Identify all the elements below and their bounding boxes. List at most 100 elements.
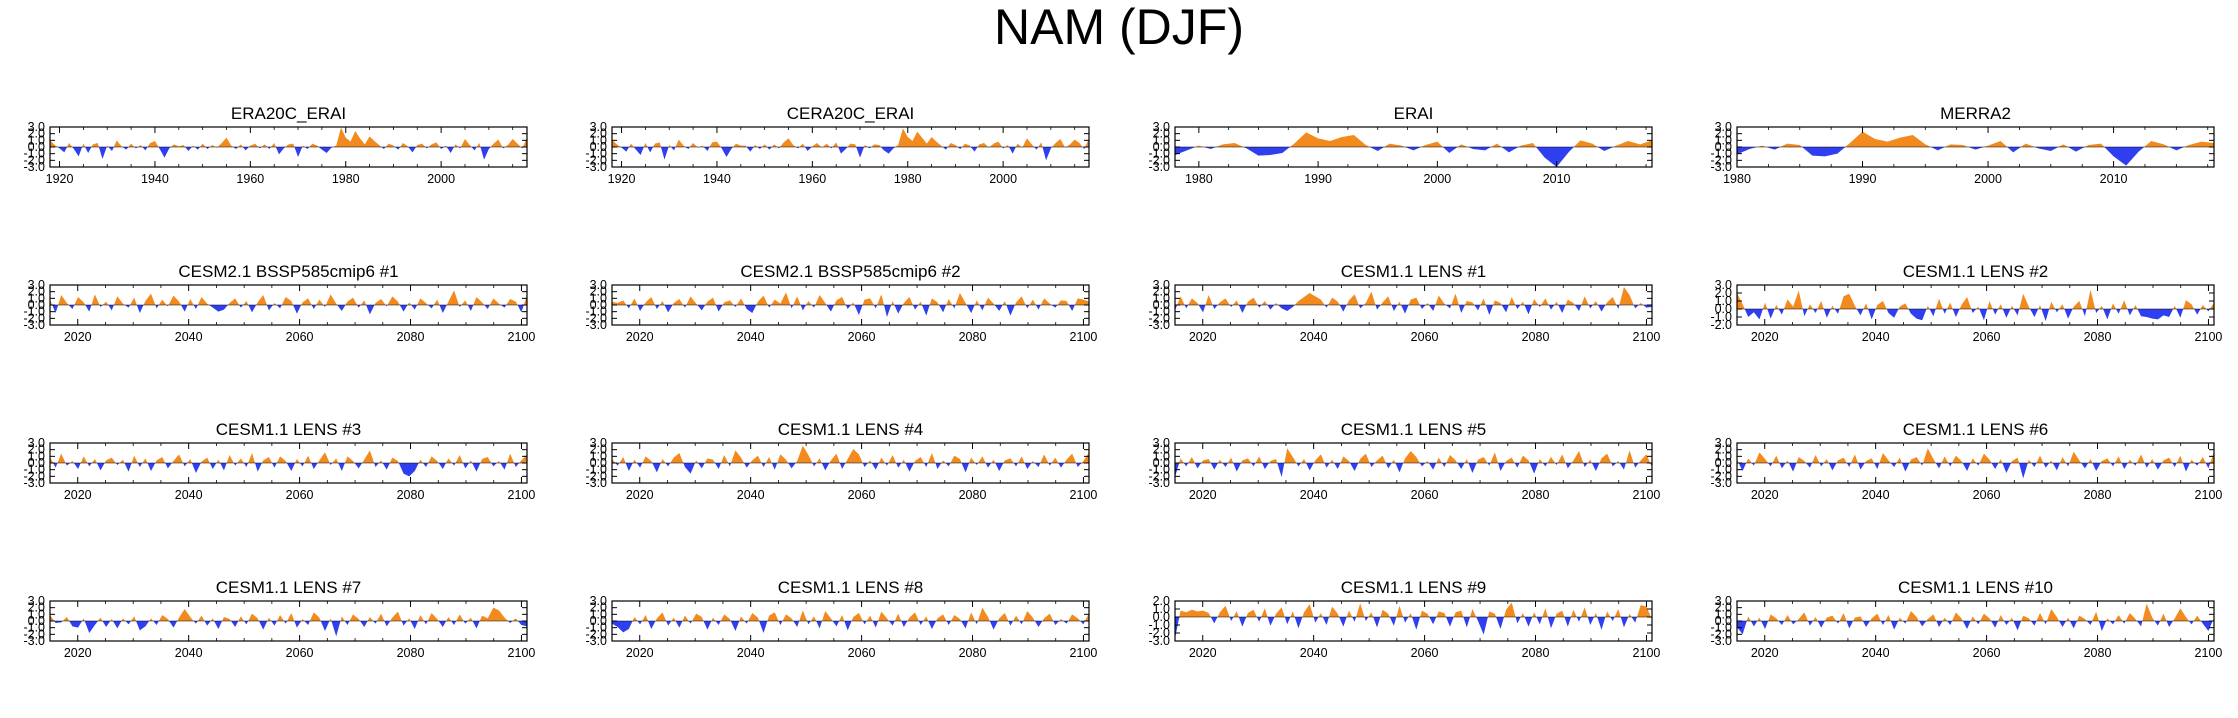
y-tick-label: 1.0 (1715, 449, 1732, 463)
negative-area (612, 463, 1089, 474)
y-tick-label: 0.0 (590, 140, 607, 154)
y-tick-label: 0.0 (1715, 614, 1732, 628)
panel-title: CESM1.1 LENS #9 (1341, 578, 1487, 597)
positive-area (1737, 603, 2214, 621)
negative-area (50, 147, 527, 160)
x-tick-label: 2040 (1300, 646, 1328, 660)
panel-title: CESM1.1 LENS #7 (216, 578, 362, 597)
y-tick-label: 0.0 (1153, 140, 1170, 154)
x-tick-label: 2040 (737, 488, 765, 502)
negative-area (1737, 309, 2214, 321)
x-tick-label: 2080 (1522, 330, 1550, 344)
x-tick-label: 2020 (1751, 488, 1779, 502)
y-tick-label: 3.0 (28, 594, 45, 608)
panel-title: CESM1.1 LENS #1 (1341, 262, 1487, 281)
y-tick-label: 1.0 (1153, 602, 1170, 616)
negative-area (50, 305, 527, 315)
x-tick-label: 2100 (508, 488, 536, 502)
positive-area (50, 127, 527, 147)
x-tick-label: 2100 (2195, 488, 2223, 502)
y-tick-label: -3.0 (23, 634, 45, 648)
chart-panel: CERA20C_ERAI 3.02.01.00.0-1.0-2.0-3.01920… (585, 104, 1090, 186)
x-tick-label: 2100 (2195, 646, 2223, 660)
y-tick-label: 3.0 (1153, 278, 1170, 292)
y-tick-label: -2.0 (1710, 153, 1732, 167)
positive-area (50, 290, 527, 305)
positive-area (1175, 602, 1652, 617)
chart-panel: CESM1.1 LENS #1 3.02.01.00.0-1.0-2.0-3.0 2… (1148, 262, 1660, 344)
x-tick-label: 2080 (1522, 646, 1550, 660)
x-tick-label: 2020 (1189, 330, 1217, 344)
y-tick-label: -2.0 (585, 153, 607, 167)
x-tick-label: 2020 (64, 488, 92, 502)
positive-area (612, 607, 1089, 621)
y-tick-label: 3.0 (590, 278, 607, 292)
y-tick-label: -1.0 (585, 147, 607, 161)
x-tick-label: 2040 (1862, 646, 1890, 660)
plot-frame (1174, 600, 1653, 642)
y-tick-label: -2.0 (23, 627, 45, 641)
panel-title: CESM1.1 LENS #10 (1898, 578, 2053, 597)
panel-title: CESM2.1 BSSP585cmip6 #1 (178, 262, 398, 281)
y-tick-label: 0.0 (590, 456, 607, 470)
panel-title: CESM1.1 LENS #8 (778, 578, 924, 597)
y-tick-label: -3.0 (585, 160, 607, 174)
y-tick-label: 0.0 (1153, 610, 1170, 624)
x-tick-label: 2040 (175, 488, 203, 502)
x-tick-label: 2000 (989, 172, 1017, 186)
y-tick-label: -1.0 (585, 305, 607, 319)
x-tick-label: 2000 (427, 172, 455, 186)
x-tick-label: 2080 (2084, 646, 2112, 660)
x-tick-label: 2040 (1862, 488, 1890, 502)
x-tick-label: 1940 (141, 172, 169, 186)
negative-area (50, 621, 527, 637)
x-tick-label: 2080 (397, 488, 425, 502)
positive-area (50, 450, 527, 463)
x-tick-label: 2020 (1751, 646, 1779, 660)
y-tick-label: -1.0 (23, 463, 45, 477)
positive-area (1175, 448, 1652, 463)
negative-area (1737, 621, 2214, 635)
panel-title: CESM1.1 LENS #5 (1341, 420, 1487, 439)
y-tick-label: 2.0 (1715, 127, 1732, 141)
y-tick-label: 1.0 (28, 607, 45, 621)
y-tick-label: -2.0 (585, 311, 607, 325)
chart-panel: CESM1.1 LENS #5 3.02.01.00.0-1.0-2.0-3.0 2… (1148, 420, 1660, 502)
x-tick-label: 2060 (848, 488, 876, 502)
x-tick-label: 2020 (64, 330, 92, 344)
y-tick-label: -3.0 (23, 318, 45, 332)
y-tick-label: -2.0 (1148, 626, 1170, 640)
y-tick-label: 1.0 (1715, 294, 1732, 308)
x-tick-label: 2020 (626, 646, 654, 660)
y-tick-label: 3.0 (1715, 278, 1732, 292)
x-tick-label: 1940 (703, 172, 731, 186)
y-tick-label: 0.0 (1715, 456, 1732, 470)
y-tick-label: 0.0 (28, 140, 45, 154)
y-tick-label: -1.0 (585, 463, 607, 477)
panel-title: CESM1.1 LENS #4 (778, 420, 924, 439)
y-tick-label: 1.0 (1153, 133, 1170, 147)
x-tick-label: 2040 (737, 330, 765, 344)
x-tick-label: 2040 (175, 646, 203, 660)
x-tick-label: 2080 (959, 330, 987, 344)
y-tick-label: -2.0 (1148, 311, 1170, 325)
negative-area (1175, 463, 1652, 477)
y-tick-label: 3.0 (1153, 436, 1170, 450)
x-tick-label: 2080 (959, 646, 987, 660)
y-tick-label: 2.0 (28, 443, 45, 457)
negative-area (1737, 147, 2214, 166)
x-tick-label: 2100 (1070, 330, 1098, 344)
y-tick-label: -1.0 (1710, 463, 1732, 477)
x-tick-label: 1980 (894, 172, 922, 186)
positive-area (1737, 131, 2214, 147)
y-tick-label: -2.0 (1710, 469, 1732, 483)
x-tick-label: 2060 (848, 646, 876, 660)
x-tick-label: 2080 (2084, 488, 2112, 502)
x-tick-label: 1980 (1723, 172, 1751, 186)
x-tick-label: 2100 (1633, 646, 1661, 660)
panel-title: MERRA2 (1940, 104, 2011, 123)
x-tick-label: 2020 (1189, 646, 1217, 660)
y-tick-label: 3.0 (1715, 436, 1732, 450)
y-tick-label: 1.0 (1153, 291, 1170, 305)
